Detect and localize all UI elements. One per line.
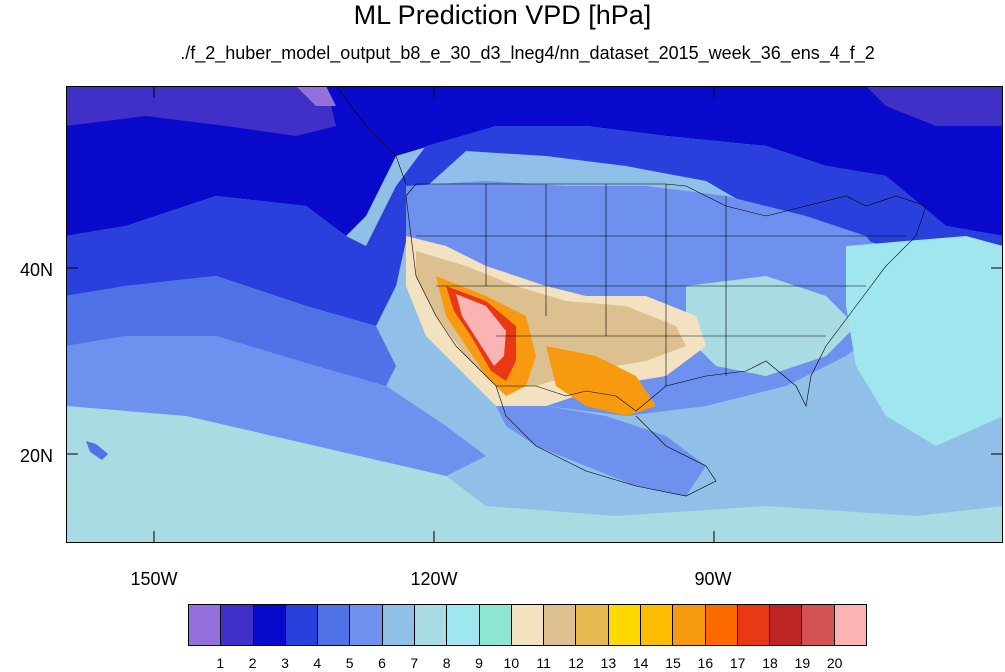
colorbar-swatch [318, 605, 351, 645]
colorbar-swatch [608, 605, 641, 645]
field-mexico [496, 406, 706, 496]
colorbar-label: 2 [248, 655, 257, 671]
colorbar-label: 20 [826, 655, 843, 671]
colorbar-swatch [350, 605, 383, 645]
colorbar-swatch [189, 605, 222, 645]
field-hawaii [86, 441, 108, 460]
colorbar-swatch [414, 605, 448, 645]
colorbar-label: 16 [697, 655, 714, 671]
colorbar-swatch [285, 605, 319, 645]
colorbar-label: 7 [410, 655, 419, 671]
colorbar-label: 13 [600, 655, 617, 671]
colorbar-label: 19 [794, 655, 811, 671]
field-south-band [66, 486, 1003, 543]
field-pacific-cyan [66, 406, 486, 516]
colorbar-swatch [447, 605, 480, 645]
map-title: ML Prediction VPD [hPa] [353, 0, 652, 30]
field-east-purple [866, 86, 1003, 126]
colorbar-swatch [673, 605, 706, 645]
lon-label-90w: 90W [694, 569, 732, 589]
field-north-purple [66, 86, 336, 136]
colorbar [188, 604, 867, 646]
colorbar-label: 4 [313, 655, 322, 671]
colorbar-label: 1 [216, 655, 225, 671]
colorbar-swatch [511, 605, 545, 645]
colorbar-label: 15 [665, 655, 681, 671]
colorbar-label: 9 [475, 655, 483, 671]
colorbar-swatch [479, 605, 512, 645]
field-gulf-alaska [296, 86, 336, 106]
colorbar-label: 11 [536, 655, 551, 671]
colorbar-swatch [705, 605, 738, 645]
field-pacific-light [66, 336, 486, 476]
colorbar-swatch [382, 605, 415, 645]
colorbar-swatch [221, 605, 254, 645]
colorbar-swatch [802, 605, 835, 645]
colorbar-swatch [544, 605, 577, 645]
colorbar-swatch [253, 605, 286, 645]
state-lines [416, 184, 906, 386]
map-border [66, 86, 1003, 543]
colorbar-label: 14 [632, 655, 649, 671]
colorbar-label: 18 [762, 655, 778, 671]
colorbar-label: 3 [281, 655, 289, 671]
colorbar-label: 12 [568, 655, 584, 671]
field-north-mid [66, 126, 1003, 326]
colorbar-label: 5 [345, 655, 354, 671]
lat-label-40n: 40N [20, 260, 54, 280]
colorbar-label: 8 [442, 655, 451, 671]
colorbar-label: 10 [503, 655, 520, 671]
map-subtitle: ./f_2_huber_model_output_b8_e_30_d3_lneg… [180, 43, 875, 63]
lon-label-120w: 120W [410, 569, 458, 589]
colorbar-swatch [737, 605, 771, 645]
vpd-map [66, 86, 1003, 543]
colorbar-swatch [834, 605, 866, 645]
field-east-cyan [686, 276, 856, 376]
field-atlantic-cyan [846, 236, 1003, 446]
colorbar-swatch [640, 605, 674, 645]
lat-label-20n: 20N [20, 446, 54, 466]
canada-coast [335, 86, 407, 185]
field-mexico-orange [546, 346, 656, 416]
lon-label-150w: 150W [130, 569, 178, 589]
mexico-outline [495, 385, 717, 497]
field-sw-pink [456, 294, 506, 366]
colorbar-swatch [770, 605, 803, 645]
field-pacific-mid [66, 276, 396, 386]
colorbar-swatch [576, 605, 609, 645]
colorbar-label: 17 [729, 655, 746, 671]
colorbar-label: 6 [378, 655, 386, 671]
